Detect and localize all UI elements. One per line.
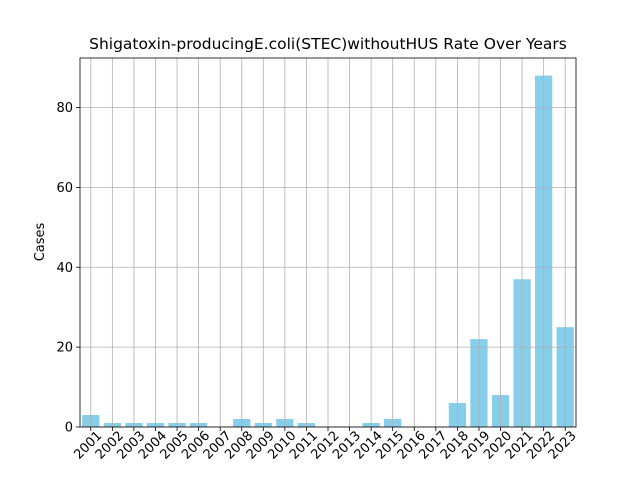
y-tick-label: 40 — [56, 261, 73, 276]
y-tick-label: 0 — [65, 421, 73, 436]
y-tick-label: 20 — [56, 341, 73, 356]
y-axis-label: Cases — [33, 222, 48, 261]
chart-title: Shigatoxin-producingE.coli(STEC)withoutH… — [89, 35, 567, 53]
plot-frame — [79, 57, 577, 428]
y-tick-label: 60 — [56, 181, 73, 196]
y-tick-label: 80 — [56, 101, 73, 116]
